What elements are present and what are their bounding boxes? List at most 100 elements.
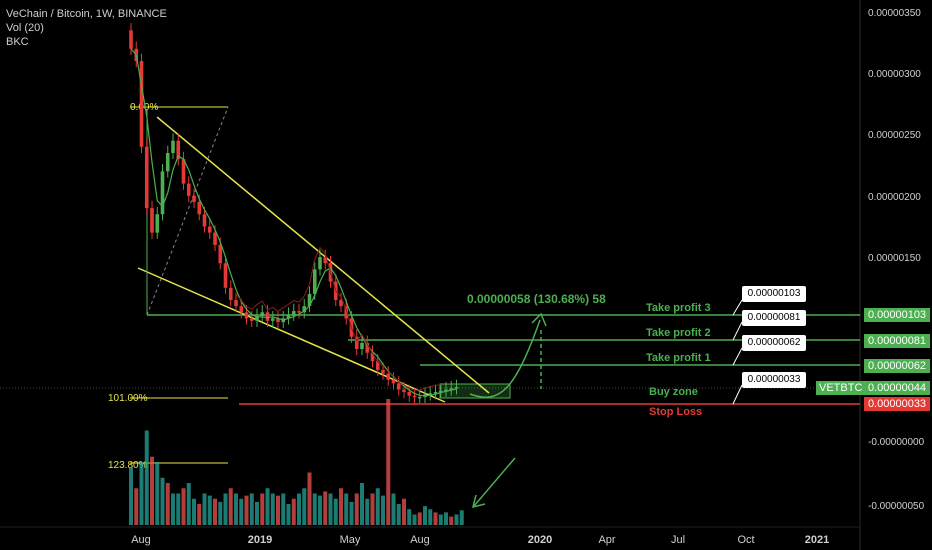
candle-body [228,287,233,301]
candle-body [428,393,433,395]
volume-bar [276,495,280,525]
y-tick-label: 0.00000150 [868,253,921,264]
candle-body [391,379,396,384]
candle-body [192,195,196,202]
volume-bar [354,493,359,525]
candle-body [171,140,175,153]
candle-body [144,146,149,209]
candle-body [312,269,317,294]
price-tag-stop: 0.00000033 [864,397,930,411]
candle-body [129,30,133,49]
price-tag-tp1: 0.00000062 [864,359,930,373]
volume-bar [160,477,165,525]
candle-body [213,232,217,245]
volume-bar [454,514,459,525]
candle-body [360,342,364,350]
volume-bar [234,493,238,525]
candle-body [302,306,307,313]
candle-body [139,61,144,147]
volume-bar [171,493,175,525]
callout-connector [732,384,743,405]
volume-bar [449,516,454,525]
y-tick-label: 0.00000200 [868,192,921,203]
volume-bar [228,488,233,525]
volume-bar [165,483,170,525]
volume-bar [307,472,312,525]
volume-bar [333,498,338,525]
volume-bar [255,501,259,525]
price-tag-tp2: 0.00000081 [864,334,930,348]
volume-bar [433,512,438,525]
candle-body [433,391,438,394]
volume-bar [459,510,464,525]
fib-level-label: 123.80% [108,460,148,471]
candle-body [396,383,401,390]
candle-body [260,312,265,316]
candle-body [150,208,154,233]
candle-body [417,396,422,399]
x-tick-label: 2021 [805,534,829,546]
volume-arrowhead [471,494,486,509]
volume-bar [139,462,144,525]
y-tick-label: 0.00000350 [868,8,921,19]
volume-bar [223,493,228,525]
x-tick-label: Aug [131,534,151,546]
candle-body [286,314,291,319]
volume-bar [370,493,375,525]
candle-body [449,388,454,390]
volume-bar [186,483,191,525]
candle-body [265,312,270,321]
volume-bar [192,498,196,525]
candle-body [438,390,443,393]
candle-body [454,387,459,389]
volume-bar [270,493,275,525]
volume-bar [249,493,254,525]
callout-tp3: 0.00000103 [742,286,806,302]
volume-bar [417,512,422,525]
volume-bar [428,509,433,525]
x-tick-label: Aug [410,534,430,546]
volume-bar [207,495,212,525]
label-take-profit-1: Take profit 1 [646,352,711,364]
candle-body [234,300,238,307]
projection-label: 0.00000058 (130.68%) 58 [467,292,606,306]
candle-body [307,293,312,307]
candle-body [186,183,191,196]
wedge-upper-line [156,116,490,394]
volume-bar [202,493,207,525]
volume-bar [144,430,149,525]
candle-body [223,263,228,288]
volume-bar [339,488,343,525]
y-tick-label: -0.00000000 [868,437,925,448]
volume-bar [197,504,202,525]
candle-body [444,389,448,392]
label-stop-loss: Stop Loss [649,406,703,418]
callout-connector [732,347,743,366]
volume-bar [134,488,139,525]
chart-legend: VeChain / Bitcoin, 1W, BINANCE Vol (20) … [6,7,167,49]
bkc-indicator-label: BKC [6,36,29,48]
candle-body [339,300,343,307]
callout-connector [732,299,743,316]
volume-arrow-line [473,457,516,507]
volume-bar [176,493,181,525]
candle-body [155,214,160,233]
candle-body [318,257,322,270]
volume-bar [260,493,265,525]
volume-bar [291,498,296,525]
volume-indicator-label: Vol (20) [6,22,44,34]
candle-body [381,369,385,374]
volume-bar [297,493,301,525]
y-tick-label: 0.00000300 [868,69,921,80]
fib-level-label: 101.00% [108,393,148,404]
candle-body [276,318,280,323]
volume-bar [391,493,396,525]
x-tick-label: Jul [671,534,685,546]
volume-bar [375,488,380,525]
volume-bar [423,506,427,525]
volume-bar [318,495,322,525]
volume-bar [328,493,333,525]
y-tick-label: 0.00000250 [868,130,921,141]
volume-bar [365,498,370,525]
